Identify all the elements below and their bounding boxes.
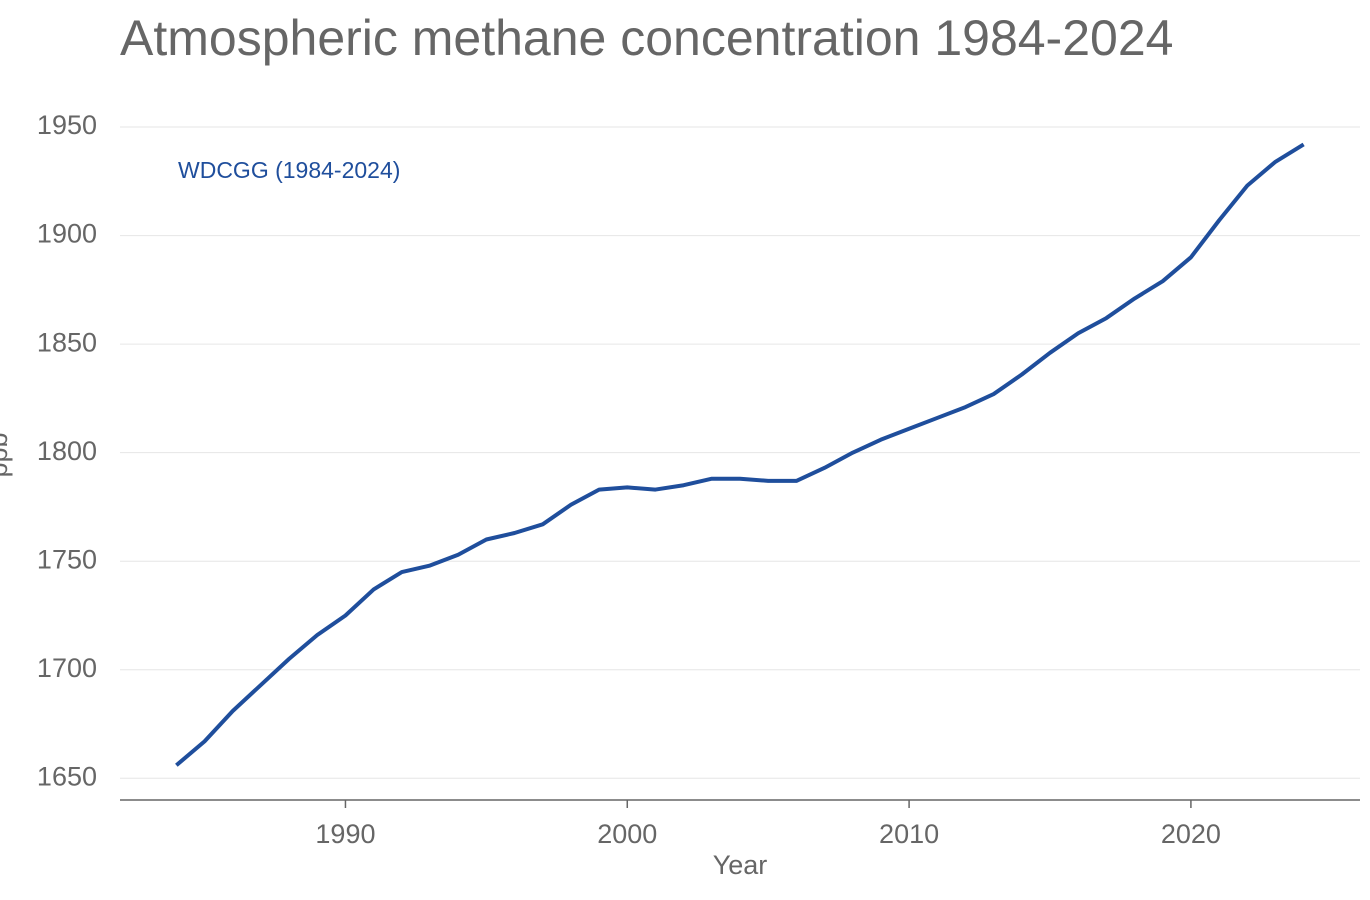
y-tick-label: 1850	[37, 327, 97, 357]
x-tick-label: 2020	[1161, 819, 1221, 849]
x-tick-label: 2000	[597, 819, 657, 849]
data-line	[175, 142, 1305, 767]
y-axis-label: ppb	[0, 432, 13, 477]
y-tick-label: 1650	[37, 761, 97, 791]
x-tick-label: 2010	[879, 819, 939, 849]
x-tick-label: 1990	[315, 819, 375, 849]
y-tick-label: 1900	[37, 219, 97, 249]
series-label: WDCGG (1984-2024)	[178, 157, 400, 183]
y-tick-label: 1950	[37, 110, 97, 140]
y-tick-label: 1800	[37, 436, 97, 466]
y-tick-label: 1700	[37, 653, 97, 683]
chart-title: Atmospheric methane concentration 1984-2…	[120, 10, 1173, 66]
y-tick-label: 1750	[37, 544, 97, 574]
x-axis-label: Year	[713, 850, 768, 880]
